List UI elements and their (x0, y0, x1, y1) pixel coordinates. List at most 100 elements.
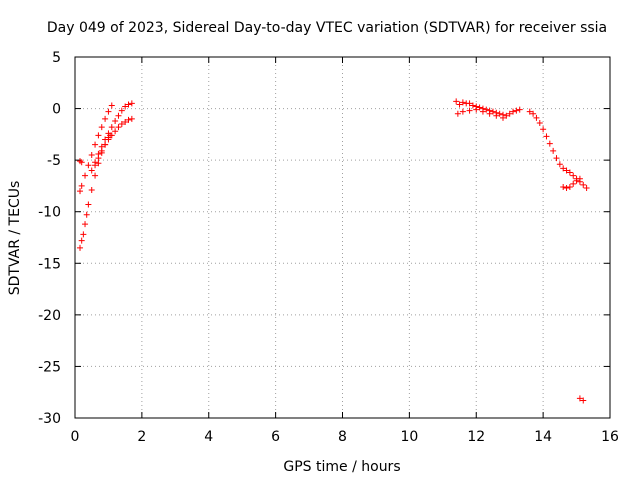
series-arc-5 (77, 158, 85, 166)
data-point (102, 115, 109, 122)
data-point (115, 112, 122, 119)
data-point (78, 182, 85, 189)
series-arc-2 (77, 102, 115, 195)
data-point (456, 101, 463, 108)
data-point (566, 183, 573, 190)
data-point (546, 140, 553, 147)
data-point (550, 147, 557, 154)
series-arc-8 (526, 108, 590, 191)
data-point (466, 107, 473, 114)
data-point (88, 187, 95, 194)
y-tick-label: -20 (38, 308, 61, 324)
data-point (503, 112, 510, 119)
data-point (583, 184, 590, 191)
data-point (516, 106, 523, 113)
data-point (88, 167, 95, 174)
data-point (489, 108, 496, 115)
data-point (543, 133, 550, 140)
y-tick-label: -25 (38, 359, 61, 375)
data-point (108, 132, 115, 139)
data-point (125, 101, 132, 108)
x-tick-label: 0 (71, 429, 80, 445)
y-axis-title: SDTVAR / TECUs (7, 181, 23, 296)
data-point (92, 162, 99, 169)
data-point (570, 180, 577, 187)
x-tick-label: 8 (338, 429, 347, 445)
data-point (580, 397, 587, 404)
data-point (102, 141, 109, 148)
data-point (573, 177, 580, 184)
x-tick-label: 12 (467, 429, 485, 445)
data-point (576, 395, 583, 402)
data-point (530, 110, 537, 117)
data-point (108, 102, 115, 109)
data-point (476, 104, 483, 111)
data-point (459, 108, 466, 115)
series-arc-7 (454, 106, 506, 121)
data-point (88, 151, 95, 158)
data-point (453, 98, 460, 105)
data-point (118, 107, 125, 114)
x-tick-label: 4 (204, 429, 213, 445)
y-tick-label: 0 (52, 102, 61, 118)
data-point (513, 107, 520, 114)
y-tick-label: 5 (52, 50, 61, 66)
data-point (469, 102, 476, 109)
data-point (118, 121, 125, 128)
data-point (560, 183, 567, 190)
y-tick-label: -15 (38, 256, 61, 272)
x-tick-label: 16 (601, 429, 619, 445)
data-point (83, 211, 90, 218)
data-point (78, 237, 85, 244)
data-point (122, 118, 129, 125)
series-arc-4 (92, 115, 135, 169)
data-point (98, 124, 105, 131)
data-point (122, 103, 129, 110)
plot-frame (74, 56, 611, 419)
data-point (98, 147, 105, 154)
y-tick-label: -10 (38, 205, 61, 221)
data-point (506, 110, 513, 117)
x-tick-label: 2 (137, 429, 146, 445)
data-point (536, 120, 543, 127)
data-point (454, 110, 461, 117)
series-arc-10 (576, 395, 587, 404)
data-point (82, 172, 89, 179)
data-point (533, 114, 540, 121)
data-point (496, 110, 503, 117)
data-point (80, 231, 87, 238)
data-point (128, 115, 135, 122)
data-point (553, 155, 560, 162)
data-point (459, 99, 466, 106)
data-point (115, 124, 122, 131)
data-point (85, 162, 92, 169)
data-point (500, 114, 506, 121)
y-tick-label: -5 (47, 153, 61, 169)
chart-title: Day 049 of 2023, Sidereal Day-to-day VTE… (47, 20, 607, 36)
data-point (77, 188, 84, 195)
data-point (95, 132, 102, 139)
data-point (576, 175, 583, 182)
series-arc-3 (88, 100, 135, 174)
data-point (128, 100, 135, 107)
x-tick-label: 14 (534, 429, 552, 445)
data-point (563, 167, 570, 174)
data-point (479, 108, 486, 115)
data-point (85, 201, 92, 208)
data-point (563, 184, 570, 191)
data-point (95, 160, 102, 167)
data-point (92, 141, 99, 148)
data-point (77, 244, 84, 251)
data-point (92, 172, 99, 179)
data-point (112, 117, 119, 124)
data-point (556, 161, 563, 168)
data-point (125, 116, 132, 123)
data-point (466, 100, 473, 107)
x-tick-label: 6 (271, 429, 280, 445)
y-tick-label: -30 (38, 411, 61, 427)
data-point (112, 128, 119, 135)
data-point (483, 106, 490, 113)
x-axis-title: GPS time / hours (283, 459, 400, 475)
data-point (473, 106, 480, 113)
data-point (510, 108, 517, 115)
